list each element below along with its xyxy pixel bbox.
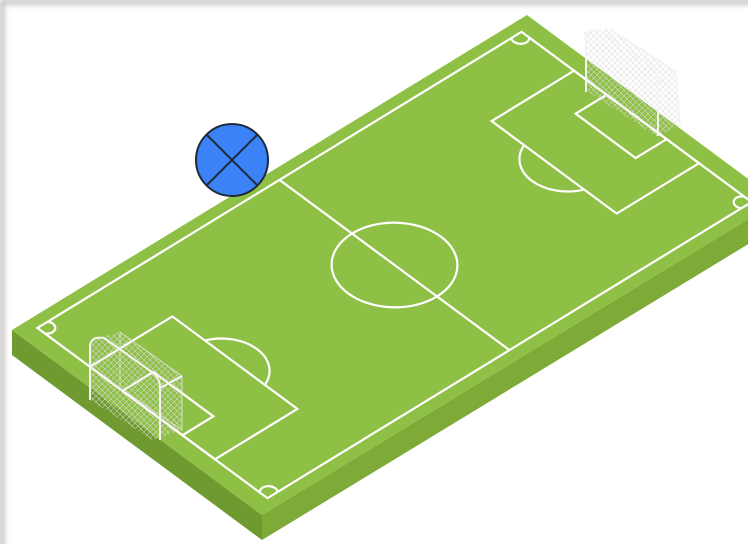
illustration [0, 0, 748, 544]
ball-marker [196, 124, 268, 196]
soccer-field-scene [0, 0, 748, 544]
